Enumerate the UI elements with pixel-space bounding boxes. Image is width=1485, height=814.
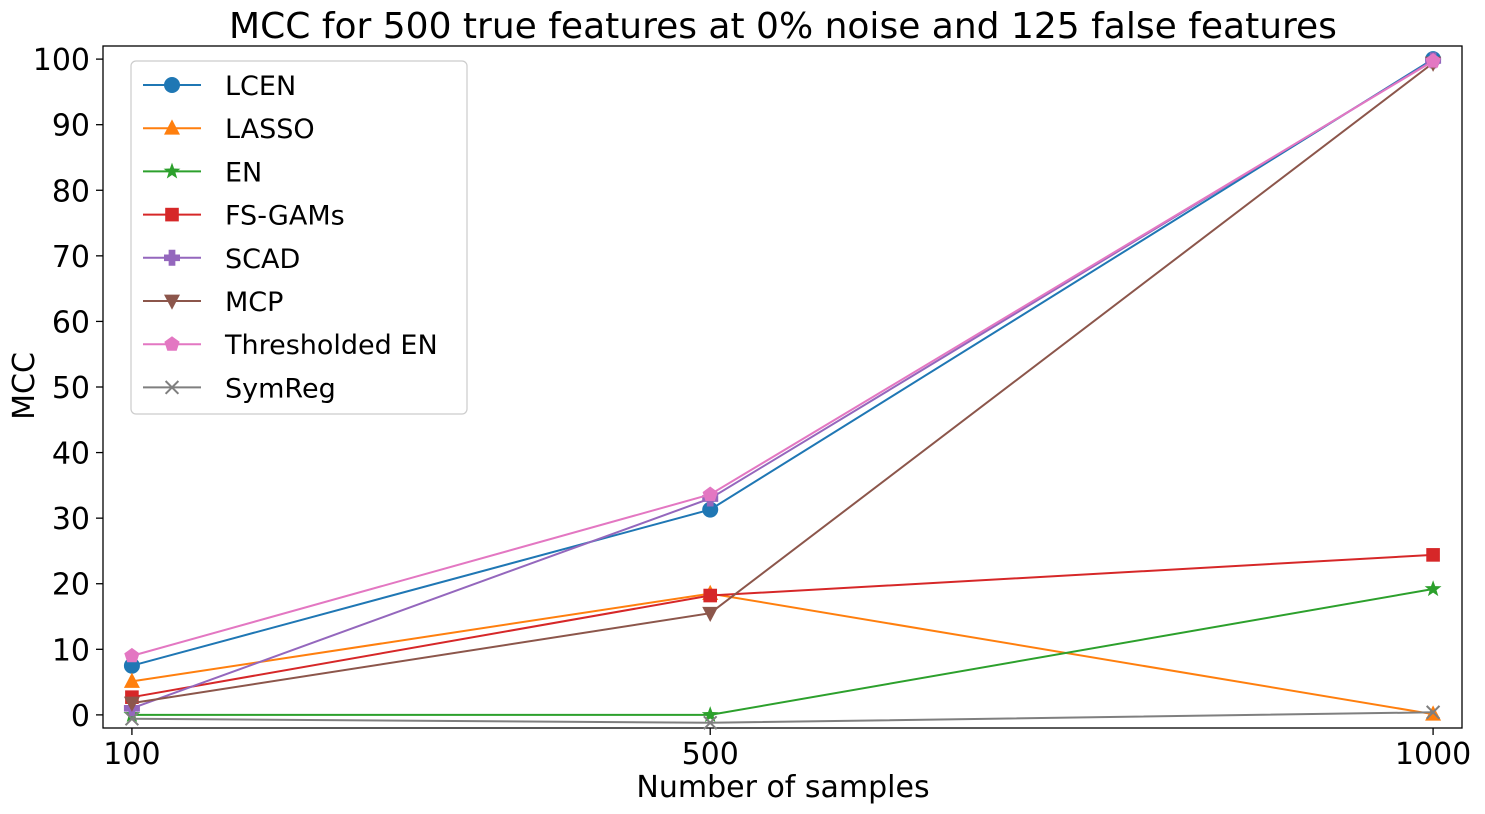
legend-marker <box>164 380 180 395</box>
data-point <box>703 715 718 730</box>
data-point <box>702 486 718 501</box>
y-axis-label: MCC <box>7 352 42 420</box>
data-point <box>702 501 719 518</box>
data-point <box>701 706 719 722</box>
x-tick-label: 500 <box>682 737 739 772</box>
chart-title: MCC for 500 true features at 0% noise an… <box>229 6 1337 47</box>
y-tick-label: 0 <box>71 699 90 734</box>
data-point <box>123 696 140 712</box>
plot-area: 100 500 1000 0 10 20 30 40 50 60 70 80 90 100 <box>33 43 1472 772</box>
data-point <box>1425 705 1441 720</box>
legend-label: Thresholded EN <box>224 330 438 361</box>
data-point <box>124 647 140 663</box>
legend-label: SymReg <box>225 373 336 404</box>
y-tick-label: 40 <box>52 437 90 472</box>
legend-label: SCAD <box>225 244 300 275</box>
legend-marker <box>164 77 180 93</box>
legend-label: MCP <box>225 287 283 318</box>
y-tick-label: 30 <box>52 502 90 537</box>
y-tick-label: 80 <box>52 174 90 209</box>
series-line <box>131 711 1434 724</box>
y-tick-label: 100 <box>33 43 90 78</box>
data-point <box>123 672 140 688</box>
x-tick-label: 1000 <box>1395 737 1471 772</box>
legend-label: EN <box>225 157 262 188</box>
y-tick-label: 70 <box>52 240 90 275</box>
y-tick-label: 90 <box>52 109 90 144</box>
series-line <box>131 592 1434 716</box>
legend-marker <box>164 249 180 266</box>
legend-label: LASSO <box>225 114 315 145</box>
legend-marker <box>163 162 181 179</box>
legend-marker <box>164 119 180 135</box>
y-tick-label: 20 <box>52 568 90 603</box>
series-line <box>131 553 1434 699</box>
legend-label: LCEN <box>225 71 296 102</box>
data-point <box>703 588 718 603</box>
data-point <box>1425 53 1441 68</box>
legend: LCEN LASSO EN FS-GAMs SCAD MCP Thresholded EN S… <box>130 60 468 415</box>
legend-box <box>130 60 468 415</box>
data-point <box>1426 548 1440 562</box>
legend-marker <box>164 294 180 310</box>
x-axis-label: Number of samples <box>636 770 929 805</box>
y-tick-label: 60 <box>52 305 90 340</box>
x-tick-label: 100 <box>103 737 160 772</box>
legend-marker <box>165 207 179 222</box>
legend-marker <box>164 336 180 351</box>
data-point <box>702 606 719 623</box>
data-point <box>124 711 140 726</box>
y-tick-label: 50 <box>52 371 90 406</box>
y-tick-label: 10 <box>52 633 90 668</box>
legend-label: FS-GAMs <box>225 201 345 232</box>
data-point <box>1424 580 1442 597</box>
